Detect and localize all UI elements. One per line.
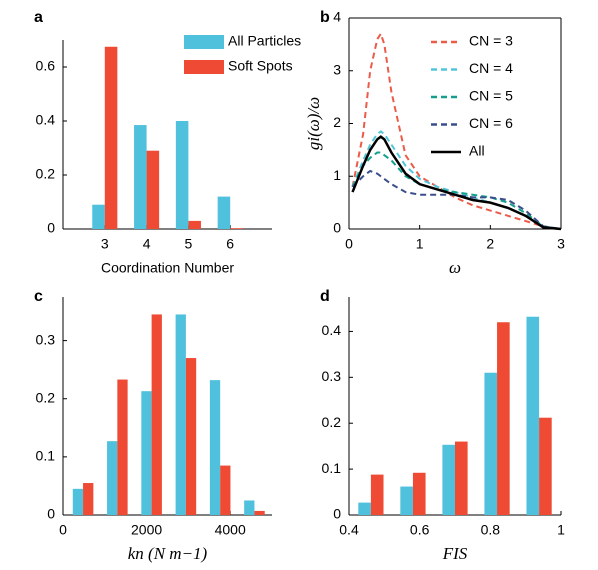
x-tick-label: 6 (226, 236, 234, 252)
y-tick-label: 0.2 (36, 389, 56, 405)
y-tick-label: 0.4 (36, 112, 56, 128)
x-axis-label: ω (449, 258, 461, 277)
bar (188, 220, 201, 229)
y-tick-label: 0 (333, 506, 341, 522)
bar (117, 379, 128, 515)
bar (209, 380, 221, 515)
x-tick-label: 0 (59, 522, 67, 538)
bar (220, 465, 231, 515)
x-axis-label: FIS (442, 544, 468, 563)
x-axis-label: Coordination Number (101, 260, 234, 276)
bar (455, 441, 468, 515)
legend-label: CN = 3 (469, 33, 513, 49)
legend-label: All Particles (228, 33, 301, 49)
y-tick-label: 0.2 (36, 166, 56, 182)
x-tick-label: 1 (557, 522, 565, 538)
panel-letter: d (320, 288, 330, 305)
bar (442, 444, 455, 515)
panel-letter: c (34, 288, 43, 305)
legend-swatch (184, 35, 224, 49)
x-tick-label: 4 (143, 236, 151, 252)
x-tick-label: 0 (345, 236, 353, 252)
bar (83, 483, 94, 515)
y-tick-label: 0.1 (36, 448, 56, 464)
bar (107, 441, 118, 515)
bar (217, 196, 231, 229)
x-tick-label: 5 (185, 236, 193, 252)
x-tick-label: 1 (416, 236, 424, 252)
y-tick-label: 0 (47, 506, 55, 522)
bar (185, 358, 197, 515)
x-tick-label: 2000 (131, 522, 162, 538)
y-axis-label: gi(ω)/ω (304, 97, 323, 150)
bar (175, 314, 186, 515)
legend-label: All (469, 143, 485, 159)
bar (244, 500, 255, 515)
y-tick-label: 0.4 (322, 322, 342, 338)
line (351, 31, 562, 230)
bar (526, 316, 540, 515)
x-tick-label: 0.8 (481, 522, 501, 538)
y-tick-label: 0.3 (36, 331, 56, 347)
bar (370, 474, 384, 515)
line (351, 135, 562, 231)
y-tick-label: 4 (333, 9, 341, 25)
bar (92, 204, 105, 229)
x-tick-label: 4000 (215, 522, 246, 538)
panel-letter: b (320, 9, 330, 26)
bar (175, 121, 189, 229)
bar (358, 502, 371, 515)
bar (254, 510, 265, 515)
bar (497, 322, 510, 515)
bar (146, 150, 160, 229)
x-tick-label: 0.6 (410, 522, 430, 538)
y-tick-label: 0 (47, 220, 55, 236)
y-tick-label: 0.6 (36, 58, 56, 74)
x-axis-label: kn (N m−1) (128, 544, 208, 563)
bar (134, 125, 147, 229)
legend-swatch (184, 60, 224, 74)
bar (72, 488, 84, 515)
legend-label: CN = 6 (469, 115, 513, 131)
x-tick-label: 3 (557, 236, 565, 252)
y-tick-label: 0 (333, 220, 341, 236)
bar (484, 372, 498, 515)
y-tick-label: 0.3 (322, 368, 342, 384)
bar (412, 472, 426, 515)
bar (141, 391, 152, 515)
bar (104, 46, 118, 229)
x-tick-label: 3 (101, 236, 109, 252)
bar (539, 417, 552, 515)
panel-letter: a (34, 9, 43, 26)
legend-label: CN = 5 (469, 88, 513, 104)
bar (230, 228, 243, 229)
bar (400, 486, 413, 515)
y-tick-label: 0.2 (322, 414, 342, 430)
bar (151, 314, 162, 515)
x-tick-label: 0.4 (339, 522, 359, 538)
y-tick-label: 0.1 (322, 460, 342, 476)
x-tick-label: 2 (486, 236, 494, 252)
legend-label: Soft Spots (228, 58, 293, 74)
y-tick-label: 1 (333, 167, 341, 183)
y-tick-label: 2 (333, 114, 341, 130)
y-tick-label: 3 (333, 61, 341, 77)
line (351, 151, 562, 230)
legend-label: CN = 4 (469, 60, 513, 76)
line (351, 169, 562, 230)
